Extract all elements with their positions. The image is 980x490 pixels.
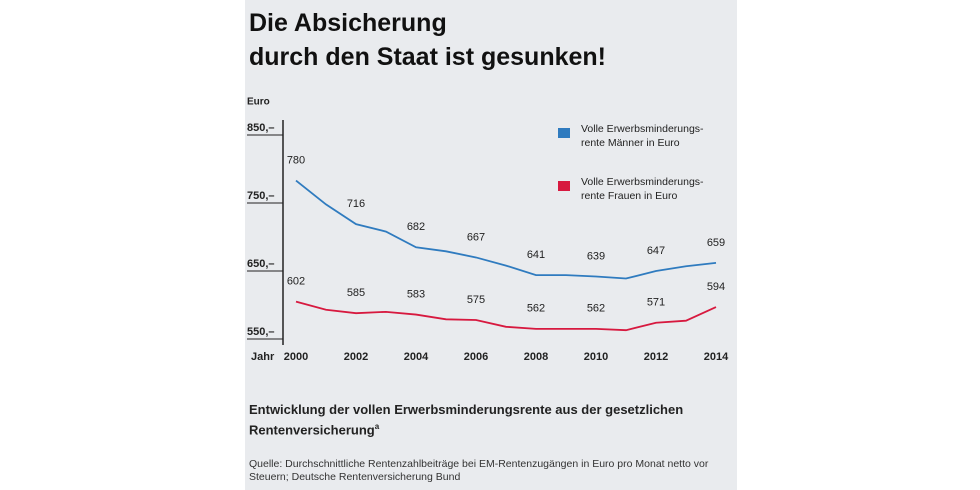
x-tick-label: 2010 <box>584 351 608 363</box>
data-label: 716 <box>347 198 365 210</box>
x-tick-label: 2012 <box>644 351 668 363</box>
data-label: 780 <box>287 155 305 167</box>
data-label: 641 <box>527 249 545 261</box>
x-axis-label: Jahr <box>251 351 275 363</box>
y-tick-label: 550,– <box>247 326 275 338</box>
legend-swatch <box>558 181 570 191</box>
x-tick-label: 2004 <box>404 351 429 363</box>
data-label: 682 <box>407 221 425 233</box>
x-tick-label: 2006 <box>464 351 488 363</box>
caption-text: Entwicklung der vollen Erwerbsminderungs… <box>249 402 684 438</box>
data-label: 585 <box>347 287 365 299</box>
y-tick-label: 850,– <box>247 122 275 134</box>
x-tick-label: 2000 <box>284 351 308 363</box>
x-tick-label: 2002 <box>344 351 368 363</box>
caption: Entwicklung der vollen Erwerbsminderungs… <box>249 401 729 438</box>
series-line <box>295 300 717 332</box>
caption-marker: a <box>374 422 380 431</box>
legend-swatch <box>558 128 570 138</box>
x-tick-label: 2008 <box>524 351 548 363</box>
data-label: 562 <box>587 303 605 315</box>
data-label: 647 <box>647 245 665 257</box>
x-tick-label: 2014 <box>704 351 729 363</box>
legend-label: Volle Erwerbsminderungs- rente Frauen in… <box>581 176 704 202</box>
y-axis-label: Euro <box>247 97 270 108</box>
data-label: 571 <box>647 297 665 309</box>
series-line <box>295 179 717 280</box>
source: Quelle: Durchschnittliche Rentenzahlbeit… <box>249 458 709 483</box>
chart-title: Die Absicherung durch den Staat ist gesu… <box>249 9 607 71</box>
panel <box>245 0 737 490</box>
data-label: 639 <box>587 250 605 262</box>
data-label: 562 <box>527 303 545 315</box>
y-tick-label: 650,– <box>247 258 275 270</box>
data-label: 602 <box>287 276 305 288</box>
data-label: 659 <box>707 237 725 249</box>
data-label: 667 <box>467 231 485 243</box>
data-label: 583 <box>407 288 425 300</box>
y-tick-label: 750,– <box>247 190 275 202</box>
data-label: 575 <box>467 294 485 306</box>
legend-label: Volle Erwerbsminderungs- rente Männer in… <box>581 123 704 149</box>
data-label: 594 <box>707 281 725 293</box>
